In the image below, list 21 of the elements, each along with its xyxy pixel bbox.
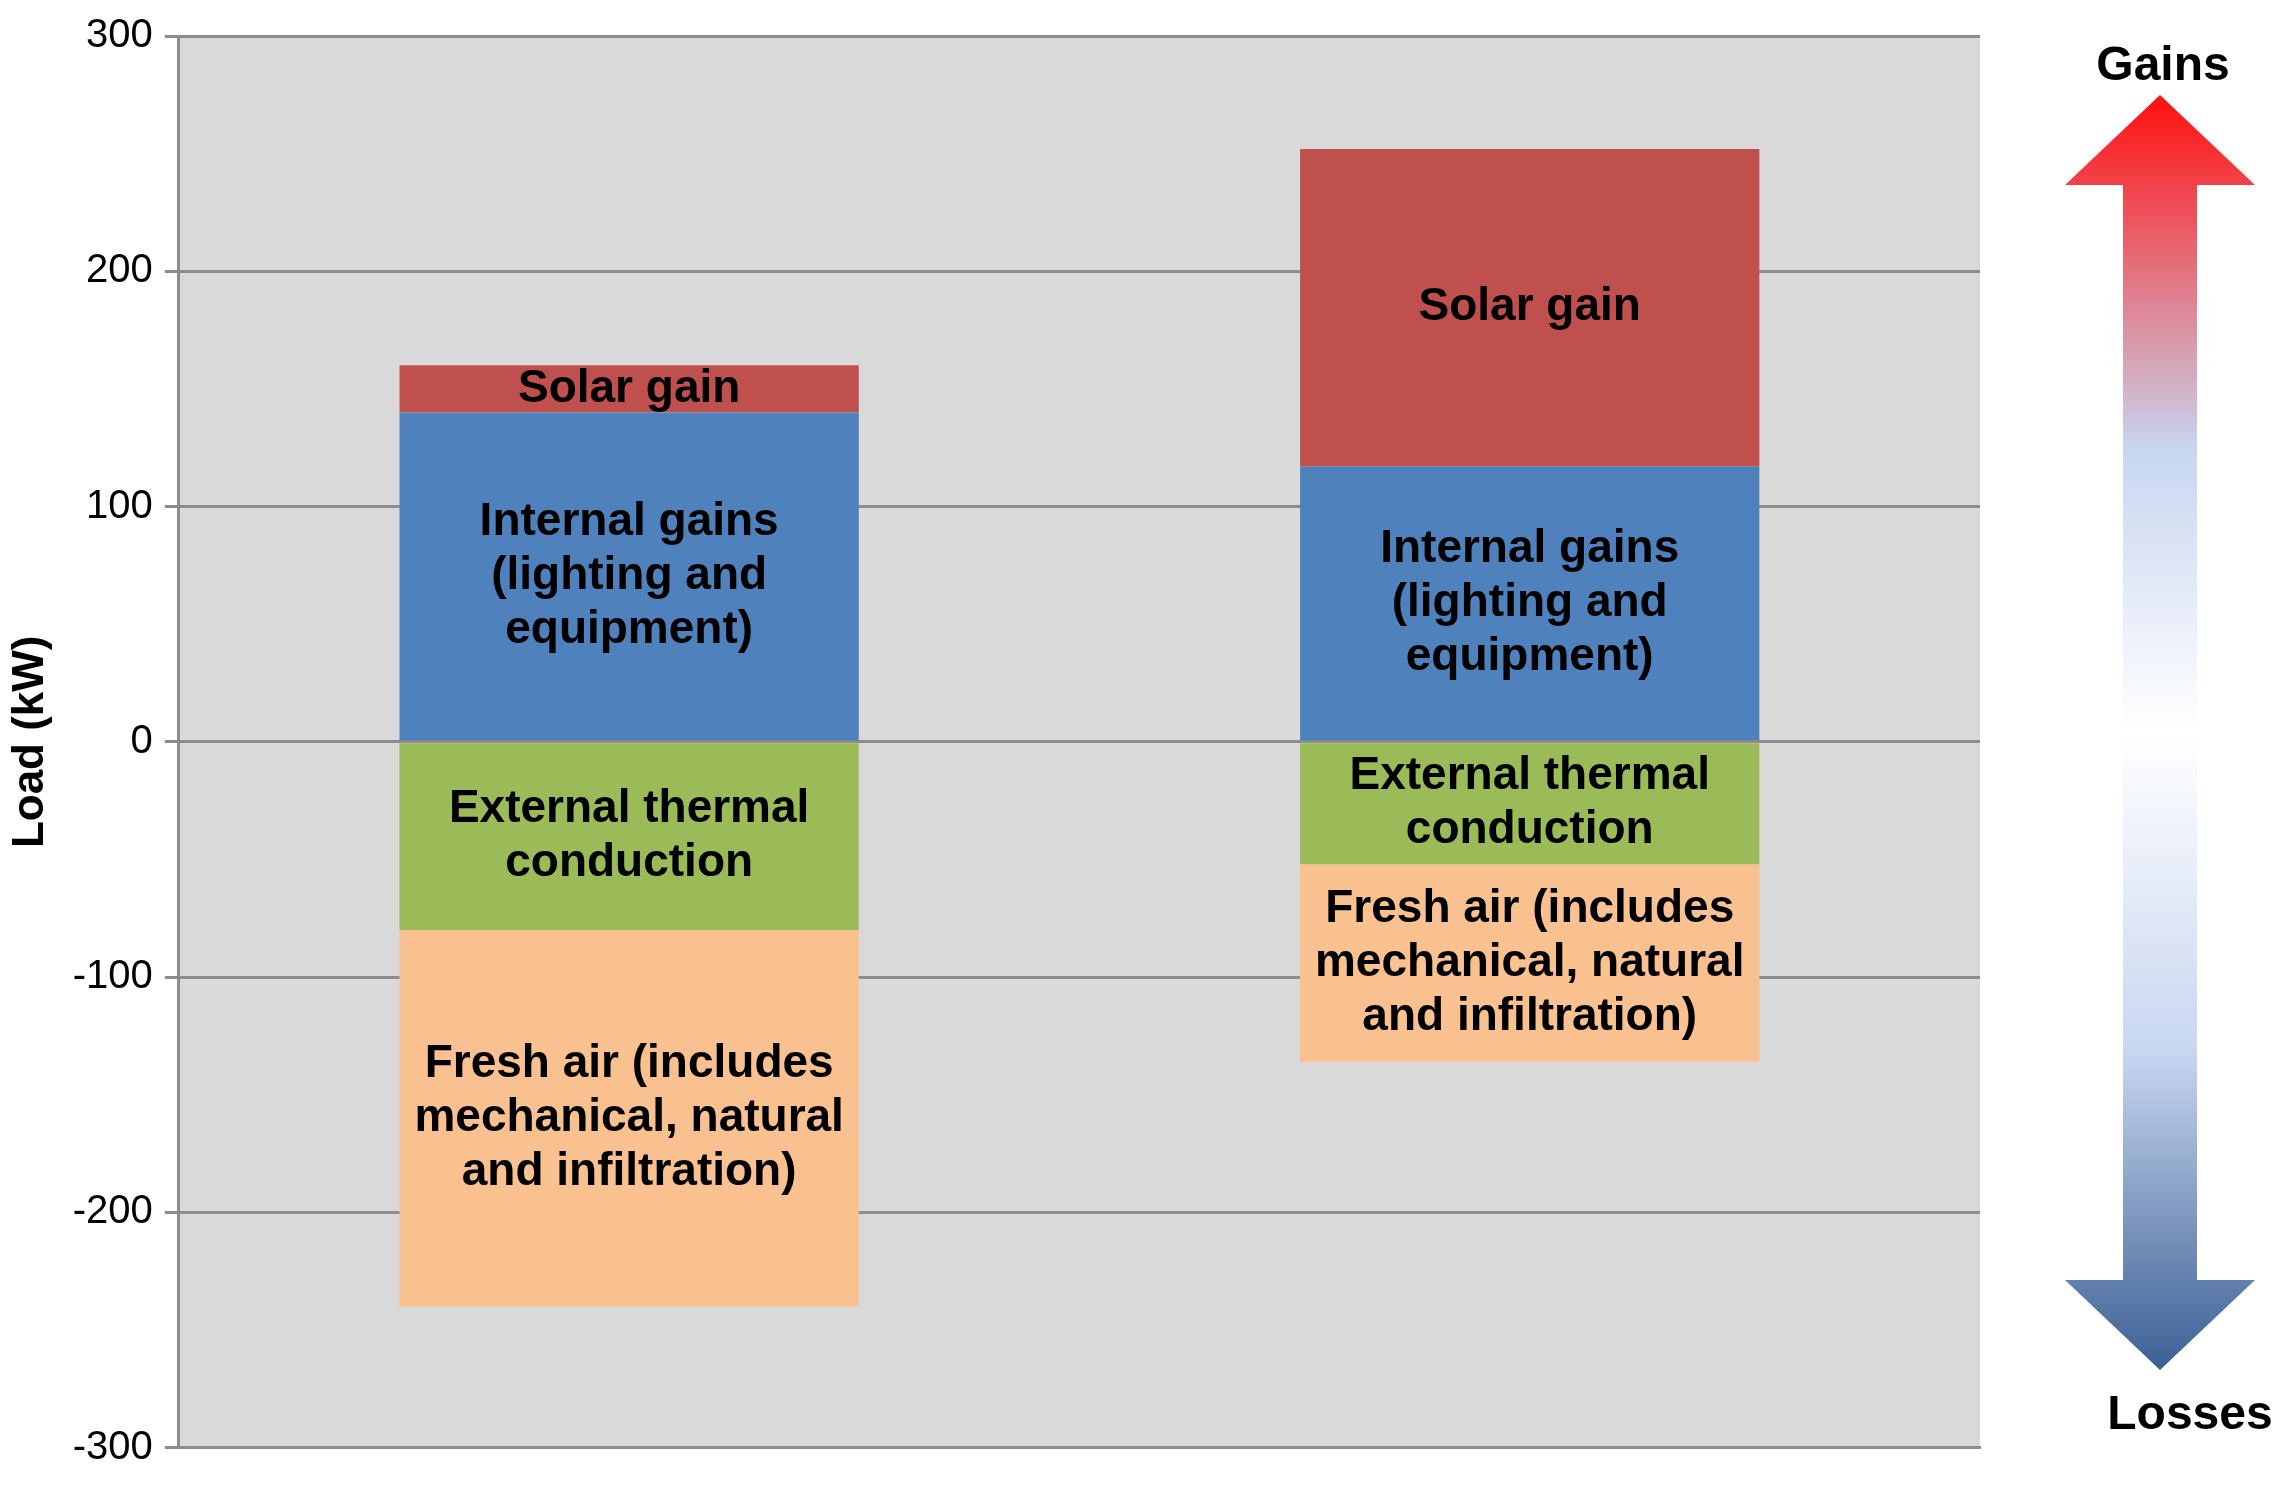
series-label: Solar gain bbox=[517, 359, 741, 412]
bar bbox=[1300, 148, 1760, 467]
y-tick-label: -300 bbox=[72, 1422, 153, 1467]
text: Losses bbox=[2106, 1385, 2274, 1440]
text: Solar gain bbox=[1418, 278, 1641, 331]
bar bbox=[399, 930, 859, 1307]
y-tick-label: 0 bbox=[130, 716, 153, 761]
bar bbox=[399, 412, 859, 741]
y-tick-label: 100 bbox=[86, 481, 153, 526]
text: External thermal conduction bbox=[448, 780, 810, 887]
series-label: Fresh air (includes mechanical, natural and infiltration) bbox=[414, 1034, 844, 1195]
y-tick-label: -100 bbox=[72, 952, 153, 997]
series-label: Internal gains (lighting and equipment) bbox=[1380, 520, 1680, 681]
y-axis-title: Load (kW) bbox=[2, 635, 52, 849]
y-tick-label: 300 bbox=[86, 11, 153, 56]
text: Fresh air (includes mechanical, natural and infiltration) bbox=[1314, 879, 1745, 1040]
text: Internal gains (lighting and equipment) bbox=[479, 493, 779, 654]
y-tick-label: 200 bbox=[86, 246, 153, 291]
series-label: External thermal conduction bbox=[1349, 747, 1710, 854]
text: Gains bbox=[2095, 36, 2231, 91]
y-tick-label: -200 bbox=[72, 1187, 153, 1232]
